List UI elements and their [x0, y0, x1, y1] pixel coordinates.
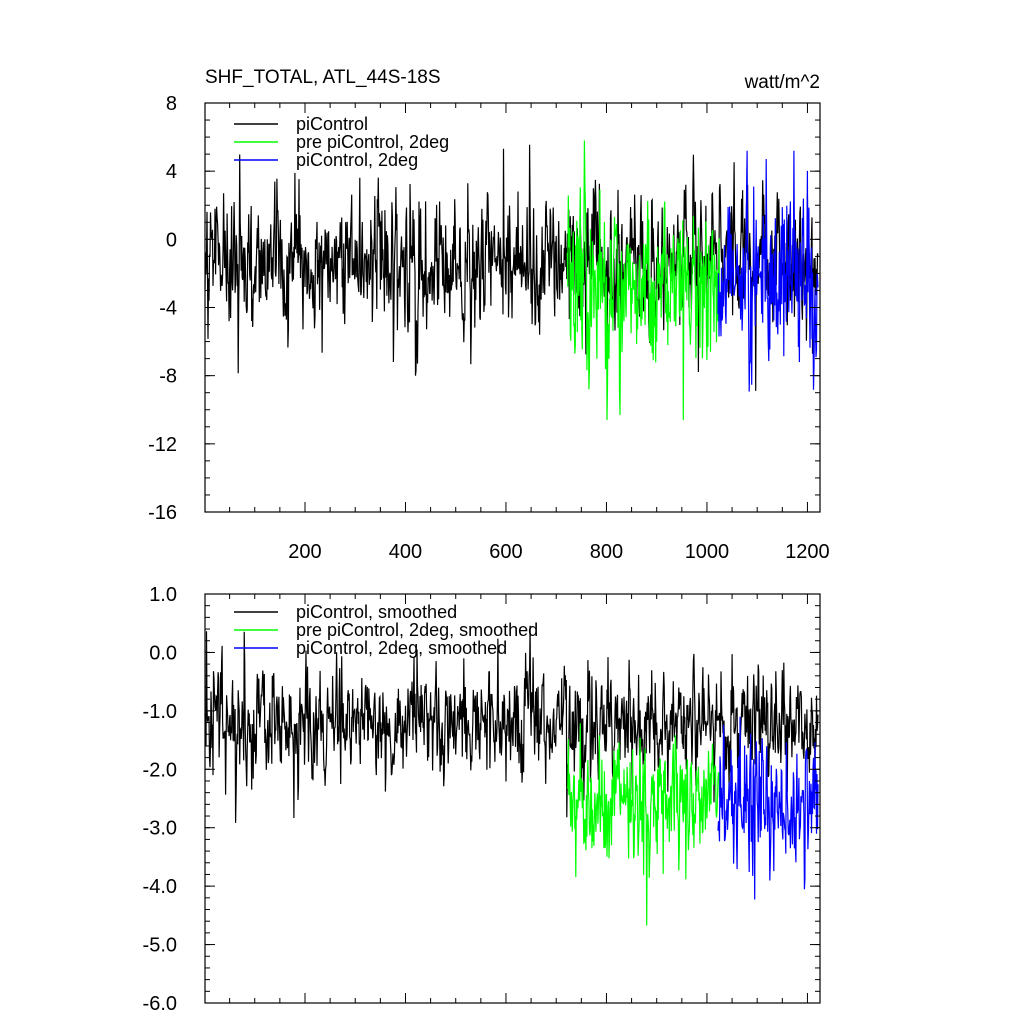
- x-tick-label: 1200: [785, 541, 830, 563]
- y-tick-label: -16: [148, 502, 177, 524]
- series-line-2: [717, 150, 819, 392]
- y-tick-label: 0: [166, 229, 177, 251]
- legend-label: piControl, smoothed: [296, 602, 457, 622]
- top-panel: SHF_TOTAL, ATL_44S-18S watt/m^2 -16 -12 -8…: [148, 67, 830, 563]
- chart-title: SHF_TOTAL, ATL_44S-18S: [205, 67, 441, 88]
- ticks-layer: [205, 102, 820, 513]
- y-tick-label: 4: [166, 161, 177, 183]
- x-tick-label: 400: [389, 541, 422, 563]
- plot-frame: [204, 593, 821, 1004]
- x-tick-label: 800: [590, 541, 623, 563]
- ticks-layer: [205, 593, 820, 1004]
- series-layer: [204, 140, 819, 421]
- legend-label: pre piControl, 2deg: [296, 132, 449, 152]
- series-line-0: [204, 625, 819, 823]
- tick-labels: -16 -12 -8 -4 0 4 8 200 400 600 800 1000 1200: [148, 93, 830, 563]
- series-line-0: [204, 144, 819, 391]
- series-line-1: [566, 140, 721, 421]
- series-line-1: [566, 723, 721, 926]
- y-tick-label: -8: [159, 366, 177, 388]
- plot-frame: [204, 102, 821, 513]
- y-tick-label: -1.0: [143, 701, 177, 723]
- y-tick-label: -5.0: [143, 935, 177, 957]
- y-tick-label: -12: [148, 434, 177, 456]
- legend-label: piControl: [296, 114, 368, 134]
- y-tick-label: -4.0: [143, 876, 177, 898]
- series-line-2: [717, 716, 819, 900]
- legend-label: piControl, 2deg, smoothed: [296, 638, 507, 658]
- bottom-panel: -6.0 -5.0 -4.0 -3.0 -2.0 -1.0 0.0 1.0 piControl…: [143, 584, 821, 1015]
- y-tick-label: 8: [166, 93, 177, 115]
- series-layer: [204, 625, 819, 926]
- y-tick-label: -3.0: [143, 818, 177, 840]
- x-tick-label: 1000: [685, 541, 730, 563]
- y-tick-label: 0.0: [149, 642, 177, 664]
- y-tick-label: -2.0: [143, 759, 177, 781]
- y-tick-label: -6.0: [143, 993, 177, 1015]
- y-tick-label: 1.0: [149, 584, 177, 606]
- x-tick-label: 600: [489, 541, 522, 563]
- units-label: watt/m^2: [744, 72, 820, 93]
- tick-labels: -6.0 -5.0 -4.0 -3.0 -2.0 -1.0 0.0 1.0: [143, 584, 177, 1015]
- legend-label: pre piControl, 2deg, smoothed: [296, 620, 538, 640]
- x-tick-label: 200: [288, 541, 321, 563]
- legend-label: piControl, 2deg: [296, 150, 418, 170]
- y-tick-label: -4: [159, 298, 177, 320]
